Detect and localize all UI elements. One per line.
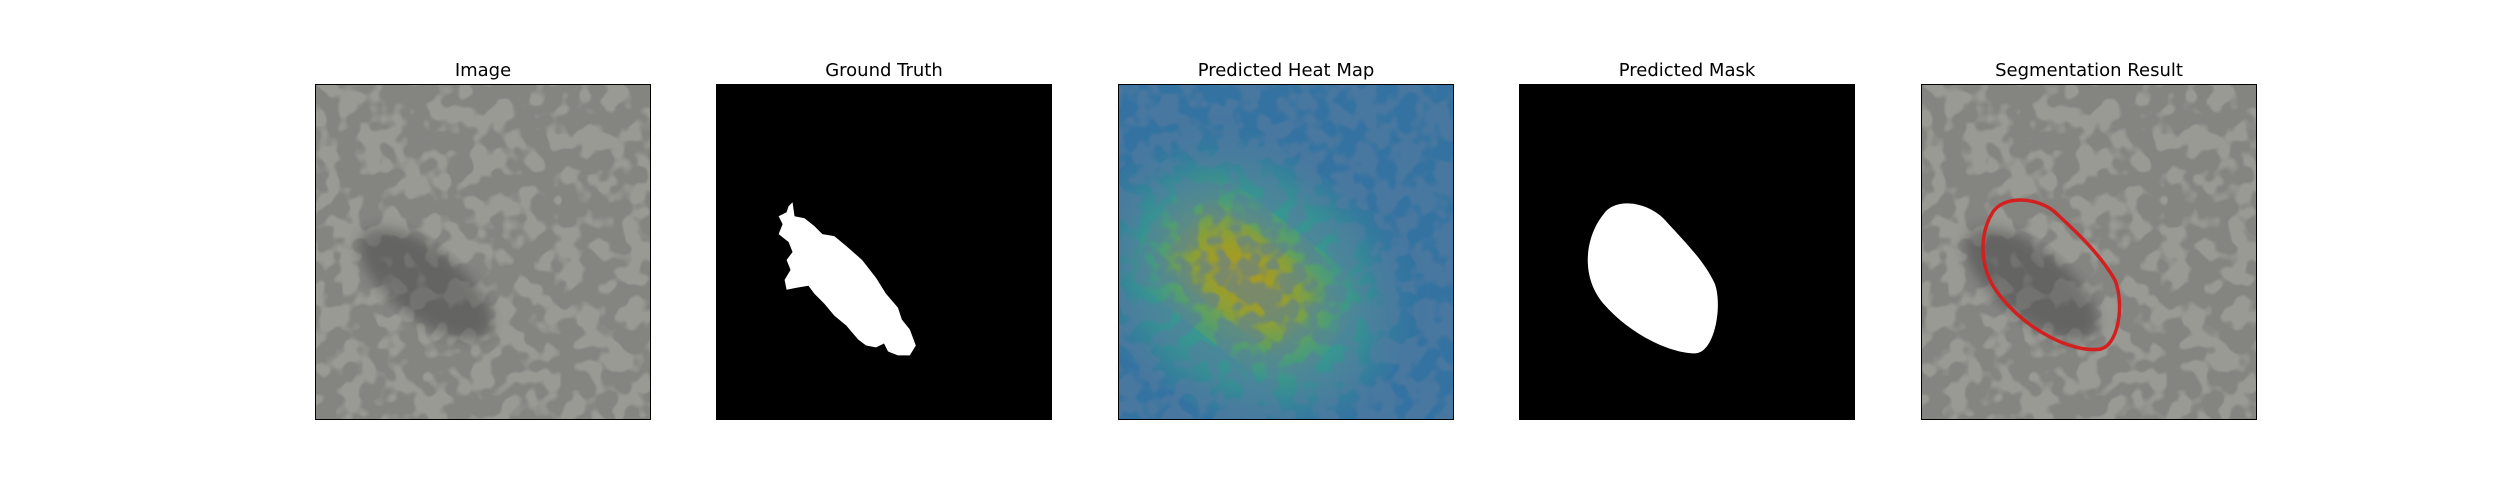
input-image xyxy=(316,85,650,419)
segmentation-result xyxy=(1922,85,2256,419)
heat-map-panel xyxy=(1118,84,1454,420)
segmentation-result-panel xyxy=(1921,84,2257,420)
ground-truth-mask xyxy=(717,85,1051,419)
predicted-mask-panel xyxy=(1519,84,1855,420)
input-image-panel xyxy=(315,84,651,420)
segmentation-contour xyxy=(1981,198,2122,352)
panel-title-heat-map: Predicted Heat Map xyxy=(1197,60,1375,81)
panel-title-predicted-mask: Predicted Mask xyxy=(1618,60,1756,81)
panel-title-ground-truth: Ground Truth xyxy=(825,60,943,81)
predicted-mask xyxy=(1520,85,1854,419)
panel-title-image: Image xyxy=(454,60,512,81)
panel-title-segmentation-result: Segmentation Result xyxy=(1995,60,2183,81)
heat-map xyxy=(1119,85,1453,419)
ground-truth-panel xyxy=(716,84,1052,420)
